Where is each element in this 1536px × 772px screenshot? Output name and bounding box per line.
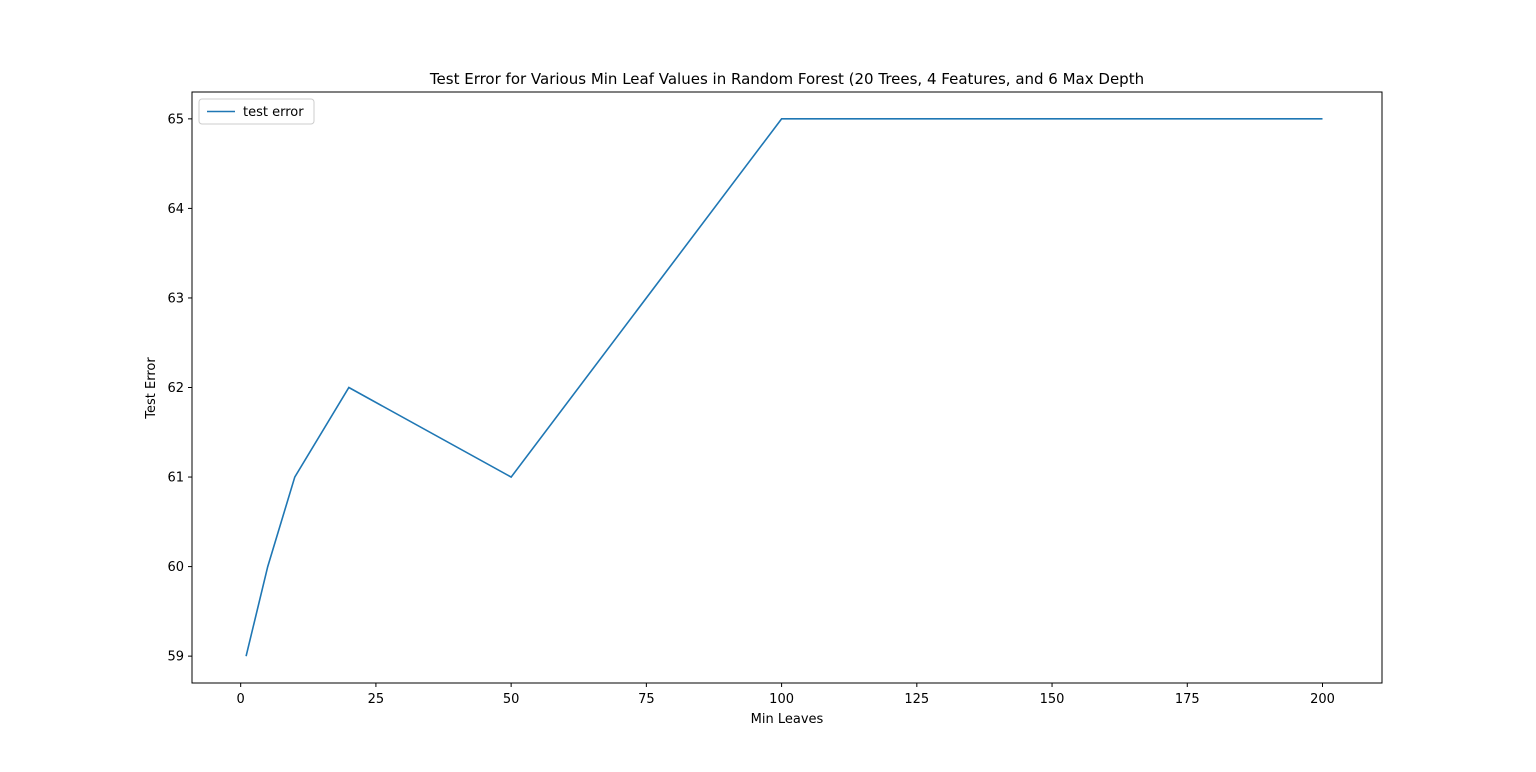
x-tick-label: 150	[1040, 692, 1065, 707]
x-tick-label: 75	[638, 692, 655, 707]
x-tick-label: 50	[503, 692, 520, 707]
y-tick-label: 60	[167, 560, 184, 575]
x-tick-label: 200	[1310, 692, 1335, 707]
plot-area: 0 25 50 75 100 125 150 175 200 59 60 61 62 63 64 65	[167, 91, 1383, 707]
y-tick-label: 61	[167, 471, 184, 486]
chart-title: Test Error for Various Min Leaf Values i…	[429, 70, 1144, 88]
y-tick-label: 65	[167, 112, 184, 127]
y-tick-label: 63	[167, 291, 184, 306]
y-tick-label: 64	[167, 202, 184, 217]
series-line-test-error	[245, 118, 1323, 657]
legend-box	[198, 98, 315, 125]
x-tick-label: 125	[904, 692, 929, 707]
x-tick-label: 0	[237, 692, 245, 707]
legend-label: test error	[243, 105, 304, 120]
x-axis-label: Min Leaves	[751, 712, 824, 727]
y-tick-label: 62	[167, 381, 184, 396]
legend: test error	[198, 98, 315, 125]
y-axis-label: Test Error	[144, 357, 159, 420]
x-tick-label: 100	[769, 692, 794, 707]
x-tick-label: 175	[1175, 692, 1200, 707]
y-tick-label: 59	[167, 650, 184, 665]
x-tick-label: 25	[368, 692, 385, 707]
